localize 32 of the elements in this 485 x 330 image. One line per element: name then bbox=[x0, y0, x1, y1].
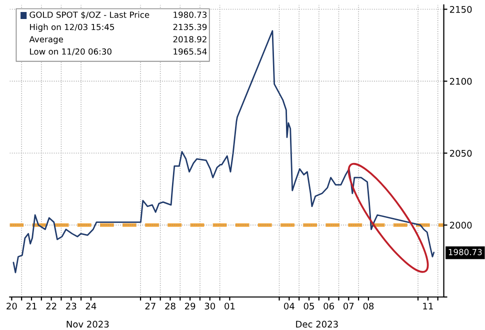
x-tick-label: 27 bbox=[145, 302, 156, 310]
x-tick-label: 11 bbox=[423, 302, 433, 310]
x-tick-label: 22 bbox=[46, 302, 56, 310]
x-tick-label: 08 bbox=[363, 302, 374, 310]
x-tick-label: 23 bbox=[66, 302, 76, 310]
line-series bbox=[12, 30, 435, 274]
text: 1980.73 bbox=[174, 12, 207, 18]
y-tick-label: 2000 bbox=[450, 222, 472, 229]
x-tick-label: 28 bbox=[165, 302, 176, 310]
x2-tick-label: Dec 2023 bbox=[296, 320, 338, 328]
y-tick-label: 2050 bbox=[450, 150, 472, 157]
x-tick-label: 06 bbox=[324, 302, 334, 310]
annotation: 1980.73 bbox=[448, 248, 482, 256]
x-tick-label: 04 bbox=[284, 302, 294, 310]
x-tick-label: 20 bbox=[6, 302, 17, 310]
annotation: 2135.39 bbox=[173, 24, 207, 30]
y-tick-label: 2150 bbox=[450, 6, 472, 13]
x-tick-label: 05 bbox=[304, 302, 314, 310]
legend-label: GOLD SPOT $/OZ - Last Price bbox=[30, 11, 150, 19]
annotation: 2018.92 bbox=[173, 36, 206, 42]
annotation: Average bbox=[29, 36, 64, 44]
x-tick-label: 30 bbox=[204, 302, 216, 310]
x-tick-label: 01 bbox=[224, 302, 235, 310]
annotation: Low on 11/20 06:30 bbox=[30, 48, 112, 56]
y-tick-label: 2100 bbox=[450, 78, 472, 85]
x-tick-label: 24 bbox=[86, 302, 96, 310]
annotation: 1965.54 bbox=[174, 48, 207, 55]
x2-tick-label: Nov 2023 bbox=[66, 320, 109, 328]
annotation: High on 12/03 15:45 bbox=[30, 24, 114, 32]
x-tick-label: 07 bbox=[343, 302, 354, 310]
x-tick-label: 21 bbox=[26, 302, 36, 310]
x-tick-label: 29 bbox=[184, 302, 196, 310]
